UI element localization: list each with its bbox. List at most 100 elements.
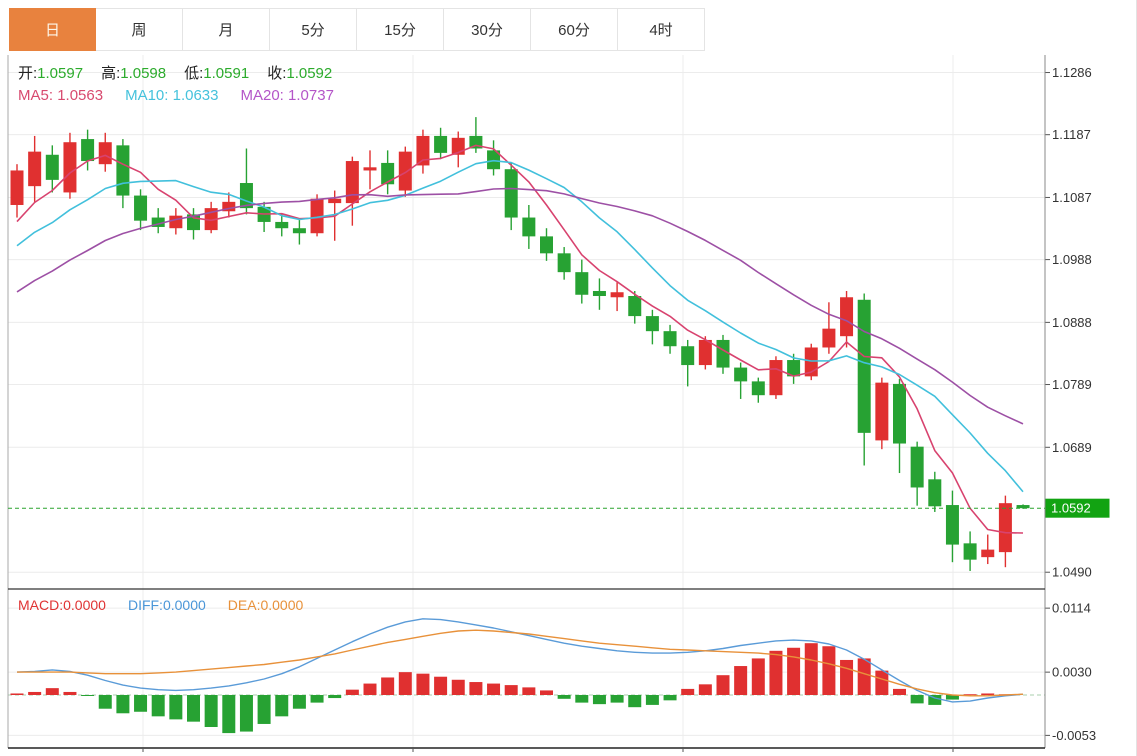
tab-60min-label: 60分 xyxy=(558,22,590,39)
macd-bar xyxy=(98,695,112,709)
high-label: 高: xyxy=(101,65,121,82)
macd-bar xyxy=(275,695,289,717)
candle-body xyxy=(81,139,95,162)
price-axis-label: 1.1286 xyxy=(1052,65,1092,80)
tab-30min-label: 30分 xyxy=(471,22,503,39)
macd-bar xyxy=(804,643,818,695)
macd-bar xyxy=(398,672,412,695)
macd-bar xyxy=(963,694,977,696)
diff-line xyxy=(16,618,1024,703)
macd-bar xyxy=(10,693,24,695)
dea-label: DEA: xyxy=(227,597,261,613)
macd-bar xyxy=(345,689,359,695)
ma10-label: MA10: xyxy=(125,87,169,104)
tab-4hour[interactable]: 4时 xyxy=(618,8,705,51)
macd-bar xyxy=(45,688,59,695)
candle-body xyxy=(275,221,289,229)
macd-bar xyxy=(204,695,218,727)
macd-bar xyxy=(381,677,395,695)
candle-body xyxy=(522,217,536,237)
ma10-value: 1.0633 xyxy=(172,87,219,104)
tab-15min[interactable]: 15分 xyxy=(357,8,444,51)
candle-body xyxy=(945,505,959,545)
macd-bar xyxy=(310,695,324,703)
candle-body xyxy=(10,170,24,205)
candle-body xyxy=(540,236,553,254)
macd-bar xyxy=(451,679,465,695)
candle-body xyxy=(840,297,854,337)
tab-week[interactable]: 周 xyxy=(96,8,183,51)
candle-body xyxy=(434,135,448,153)
candle-body xyxy=(381,162,395,185)
diff-label: DIFF: xyxy=(127,597,163,613)
macd-bar xyxy=(504,685,518,695)
candle-body xyxy=(928,479,942,507)
ma20-label: MA20: xyxy=(240,87,284,104)
macd-bar xyxy=(610,695,624,703)
macd-bar xyxy=(434,676,448,695)
main-gridlines xyxy=(8,72,1045,573)
macd-bar xyxy=(751,658,765,695)
low-value: 1.0591 xyxy=(203,65,250,82)
ma5-value: 1.0563 xyxy=(57,87,104,104)
low-label: 低: xyxy=(184,65,204,82)
candle-body xyxy=(292,228,306,234)
vertical-gridlines xyxy=(142,55,954,748)
macd-bar xyxy=(716,675,730,695)
macd-bar xyxy=(81,695,95,696)
candle-body xyxy=(875,382,889,441)
close-value: 1.0592 xyxy=(286,65,333,82)
macd-bar xyxy=(787,647,801,695)
candle-body xyxy=(734,367,748,382)
macd-axis-label: 0.0114 xyxy=(1052,601,1091,616)
macd-bar xyxy=(698,684,712,695)
price-axis-label: 1.0789 xyxy=(1052,377,1092,392)
macd-bar xyxy=(187,695,200,722)
candle-body xyxy=(645,316,659,332)
candle-body xyxy=(310,198,324,234)
macd-bar xyxy=(663,695,677,701)
candle-body xyxy=(998,503,1012,553)
current-price-badge: 1.0592 xyxy=(1045,498,1110,518)
macd-bar xyxy=(592,695,606,705)
main-y-axis-labels: 1.1286 1.1187 1.1087 1.0988 1.0888 1.0789 1.06… xyxy=(1045,65,1092,580)
candle-body xyxy=(963,543,977,560)
candle-body xyxy=(134,195,148,221)
candle-body xyxy=(575,272,589,295)
macd-bar xyxy=(540,690,553,695)
macd-bar xyxy=(363,683,377,695)
price-axis-label: 1.1187 xyxy=(1052,127,1091,142)
macd-bar xyxy=(557,695,571,699)
tab-month[interactable]: 月 xyxy=(183,8,270,51)
macd-bar xyxy=(681,688,695,695)
macd-bar xyxy=(522,687,536,695)
candle-body xyxy=(363,167,377,171)
candle-body xyxy=(893,383,906,444)
tab-month-label: 月 xyxy=(218,22,234,39)
macd-axis-label: 0.0030 xyxy=(1052,665,1092,680)
candle-body xyxy=(116,145,130,196)
tab-day[interactable]: 日 xyxy=(9,8,96,51)
candle-body xyxy=(63,142,77,193)
open-label: 开: xyxy=(18,65,38,82)
candle-body xyxy=(504,169,518,218)
candle-body xyxy=(28,151,42,187)
candle-body xyxy=(45,154,59,180)
candle-body xyxy=(681,346,695,366)
ma10-line xyxy=(16,159,1024,493)
macd-bar xyxy=(822,646,836,695)
period-tabbar: 日 周 月 5分 15分 30分 60分 4时 xyxy=(9,8,705,51)
macd-bar xyxy=(928,695,942,705)
close-label: 收: xyxy=(267,65,287,82)
tab-30min[interactable]: 30分 xyxy=(444,8,531,51)
macd-bar xyxy=(769,650,783,695)
candle-body xyxy=(487,150,501,170)
macd-legend: MACD:0.0000 DIFF:0.0000 DEA:0.0000 xyxy=(18,597,325,613)
candle-body xyxy=(592,290,606,297)
candles xyxy=(10,117,1030,571)
tab-60min[interactable]: 60分 xyxy=(531,8,618,51)
tab-5min[interactable]: 5分 xyxy=(270,8,357,51)
price-axis-label: 1.0888 xyxy=(1052,315,1092,330)
